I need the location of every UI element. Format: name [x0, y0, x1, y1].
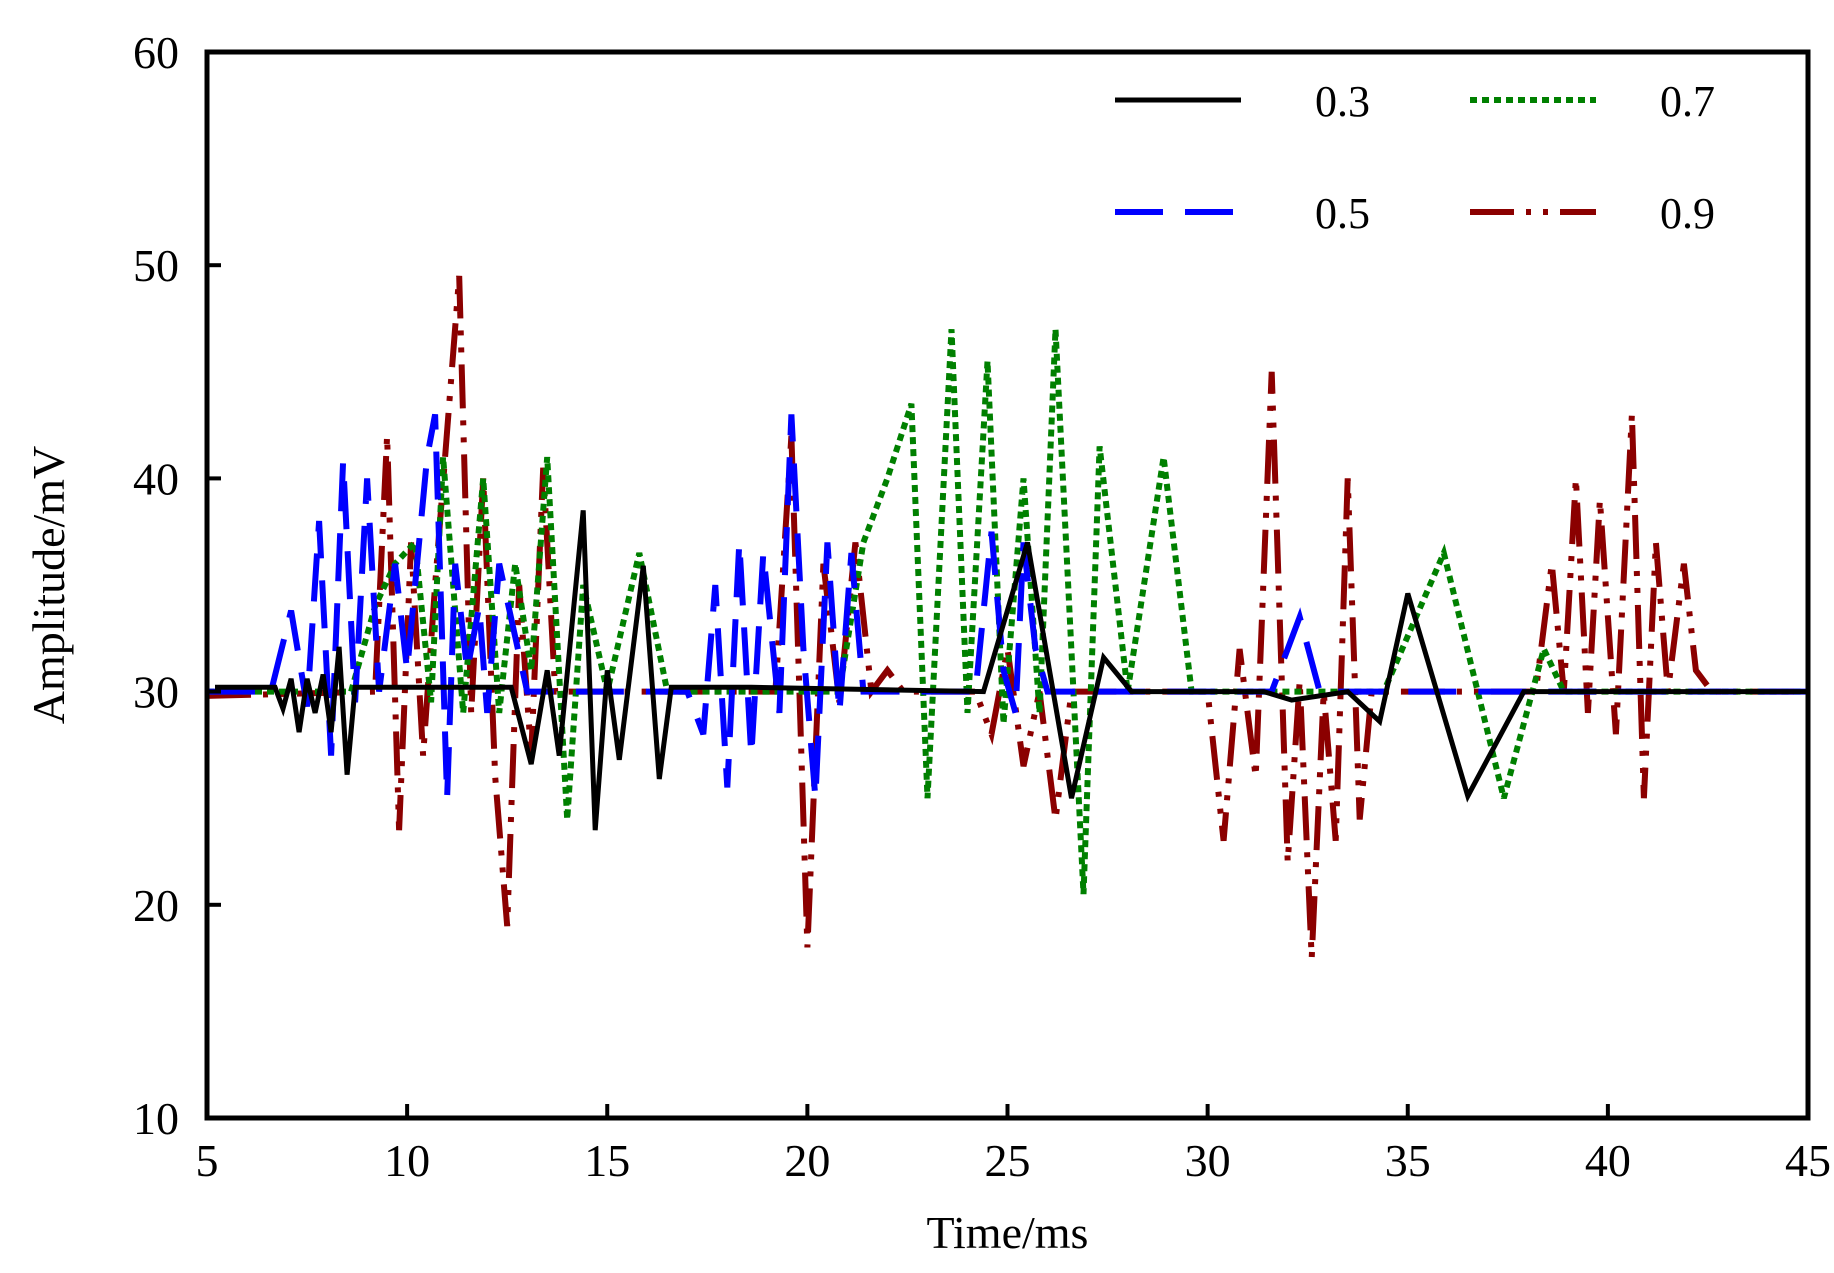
y-axis-title: Amplitude/mV — [23, 446, 74, 725]
series-line-0-5 — [207, 413, 1808, 799]
series-layer — [206, 275, 1808, 959]
y-tick-label: 40 — [133, 453, 179, 504]
legend-label-0-7: 0.7 — [1660, 77, 1715, 126]
x-tick-label: 5 — [196, 1135, 219, 1186]
y-tick-label: 20 — [133, 880, 179, 931]
x-tick-label: 20 — [784, 1135, 830, 1186]
legend: 0.3 0.5 0.7 0.9 — [1115, 77, 1715, 238]
series-line-0-7 — [207, 329, 1808, 895]
x-axis-title: Time/ms — [927, 1207, 1089, 1258]
x-tick-label: 15 — [584, 1135, 630, 1186]
x-tick-label: 35 — [1385, 1135, 1431, 1186]
x-tick-label: 45 — [1785, 1135, 1831, 1186]
y-tick-label: 30 — [133, 667, 179, 718]
x-tick-label: 10 — [384, 1135, 430, 1186]
legend-label-0-3: 0.3 — [1315, 77, 1370, 126]
x-tick-label: 40 — [1585, 1135, 1631, 1186]
legend-label-0-5: 0.5 — [1315, 189, 1370, 238]
y-tick-label: 60 — [133, 27, 179, 78]
x-tick-label: 30 — [1185, 1135, 1231, 1186]
series-line-0-3 — [215, 510, 1808, 831]
legend-label-0-9: 0.9 — [1660, 189, 1715, 238]
axes-layer: 5 10 15 20 25 30 35 40 45 10 20 30 40 50 60 Time/ms Ampl… — [23, 27, 1831, 1258]
x-tick-label: 25 — [985, 1135, 1031, 1186]
y-tick-label: 10 — [133, 1093, 179, 1144]
y-tick-label: 50 — [133, 240, 179, 291]
